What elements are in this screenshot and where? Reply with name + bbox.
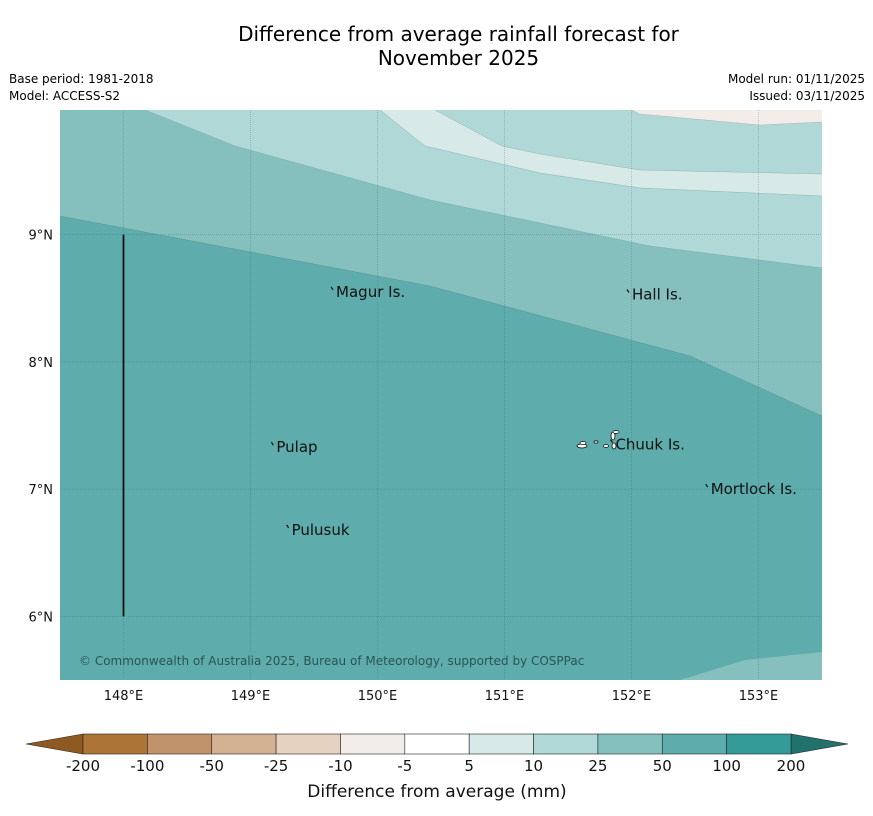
place-label: Pulap (276, 438, 317, 456)
band-50-100-corner (680, 652, 822, 680)
colorbar-title: Difference from average (mm) (307, 782, 566, 802)
colorbar-tick-label: 10 (524, 757, 543, 775)
colorbar-tick-label: -10 (328, 757, 353, 775)
colorbar-tick-label: 100 (712, 757, 741, 775)
colorbar-tick-label: -50 (199, 757, 224, 775)
lon-tick-label: 153°E (739, 689, 779, 704)
colorbar-over-arrow (790, 733, 849, 755)
island-marker-icon (286, 524, 290, 529)
band-near-zero (632, 110, 822, 125)
colorbar-tick-label: 25 (588, 757, 607, 775)
island-marker-icon (270, 441, 274, 446)
meta-left: Base period: 1981-2018 Model: ACCESS-S2 (9, 71, 154, 105)
map-title: Difference from average rainfall forecas… (0, 22, 873, 70)
lon-tick-label: 148°E (104, 689, 144, 704)
lat-tick-label: 8°N (29, 356, 54, 371)
place-label: Chuuk Is. (615, 436, 684, 454)
place-label: Hall Is. (632, 285, 683, 303)
base-period: Base period: 1981-2018 (9, 72, 154, 86)
lon-tick-label: 150°E (358, 689, 398, 704)
colorbar-segment (147, 733, 213, 755)
map-title-line2: November 2025 (377, 46, 540, 70)
lat-tick-label: 7°N (29, 483, 54, 498)
colorbar: -200 -100 -50 -25 -10 -5 5 10 25 50 100 200 (25, 733, 849, 775)
island-marker-icon (609, 439, 613, 443)
colorbar-tick-label: -100 (130, 757, 164, 775)
lon-tick-label: 149°E (231, 689, 271, 704)
lat-tick-label: 6°N (29, 610, 54, 625)
copyright-notice: © Commonwealth of Australia 2025, Bureau… (79, 654, 584, 668)
map-title-line1: Difference from average rainfall forecas… (238, 22, 679, 46)
colorbar-segment (726, 733, 792, 755)
issued-date: Issued: 03/11/2025 (749, 89, 865, 103)
colorbar-segment (468, 733, 534, 755)
colorbar-tick-label: -5 (397, 757, 412, 775)
island-marker-icon (626, 289, 630, 293)
place-labels: Magur Is. Hall Is. Pulap Chuuk Is. Mortlock … (270, 283, 797, 539)
colorbar-segment (275, 733, 341, 755)
longitude-ticks: 148°E 149°E 150°E 151°E 152°E 153°E (104, 689, 779, 704)
colorbar-tick-label: 50 (653, 757, 672, 775)
colorbar-under-arrow (25, 733, 84, 755)
colorbar-segment (661, 733, 727, 755)
map-area[interactable]: Magur Is. Hall Is. Pulap Chuuk Is. Mortlock … (60, 110, 822, 680)
model-name: Model: ACCESS-S2 (9, 89, 121, 103)
colorbar-segment (404, 733, 470, 755)
colorbar-tick-label: 5 (464, 757, 474, 775)
place-label: Magur Is. (336, 283, 405, 301)
colorbar-segment (340, 733, 406, 755)
lon-tick-label: 151°E (485, 689, 525, 704)
place-label: Pulusuk (292, 521, 350, 539)
chuuk-lagoon-islands-icon (576, 430, 620, 450)
latitude-ticks: 9°N 8°N 7°N 6°N (29, 229, 54, 626)
island-marker-icon (330, 286, 334, 291)
band-10-25 (145, 110, 822, 268)
colorbar-segment (211, 733, 277, 755)
colorbar-segment (82, 733, 148, 755)
colorbar-tick-label: 200 (777, 757, 806, 775)
band-5-10 (380, 110, 822, 196)
colorbar-segment (533, 733, 599, 755)
island-marker-icon (705, 483, 709, 488)
colorbar-tick-label: -200 (66, 757, 100, 775)
lon-tick-label: 152°E (612, 689, 652, 704)
colorbar-segment (597, 733, 663, 755)
colorbar-tick-label: -25 (264, 757, 289, 775)
lat-tick-label: 9°N (29, 229, 54, 244)
model-run: Model run: 01/11/2025 (727, 72, 865, 86)
place-label: Mortlock Is. (711, 480, 797, 498)
meta-right: Model run: 01/11/2025 Issued: 03/11/2025 (728, 71, 865, 105)
